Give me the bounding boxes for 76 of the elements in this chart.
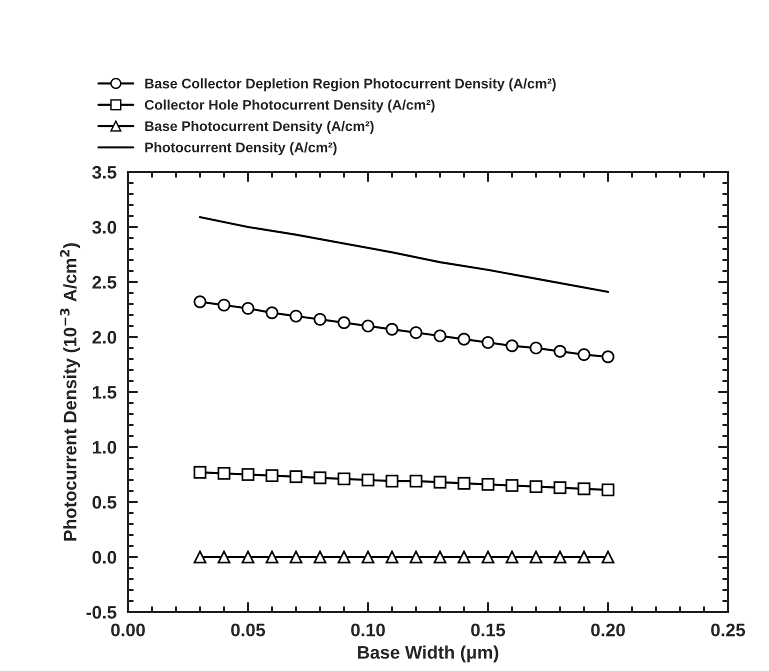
point — [218, 298, 230, 312]
point — [410, 550, 422, 564]
point — [530, 480, 542, 493]
x-tick-label: 0.20 — [591, 624, 625, 636]
point — [434, 330, 446, 342]
y-tick-label: 0.5 — [92, 496, 116, 509]
point — [290, 470, 302, 484]
point — [554, 550, 566, 564]
point — [290, 310, 302, 322]
point — [194, 550, 206, 564]
x-tick-label: 0.05 — [231, 624, 266, 636]
point — [314, 471, 326, 484]
point — [458, 550, 470, 564]
point — [506, 479, 518, 492]
point — [386, 550, 398, 564]
point — [482, 336, 494, 349]
y-tick-label: 1.5 — [92, 386, 116, 399]
point — [458, 332, 470, 346]
x-tick-label: 0.25 — [711, 624, 746, 636]
point — [554, 481, 566, 494]
point — [266, 550, 278, 564]
x-axis-title: Base Width (μm) — [358, 646, 498, 662]
point — [554, 344, 566, 358]
point — [578, 482, 590, 496]
point — [338, 550, 350, 564]
point — [410, 474, 422, 488]
point — [194, 466, 206, 479]
point — [314, 313, 326, 326]
y-tick-label: -0.5 — [86, 606, 116, 619]
y-tick-label: 0.0 — [92, 550, 116, 564]
point — [578, 550, 590, 564]
point — [362, 320, 374, 332]
y-tick-label: 2.0 — [92, 330, 116, 344]
point — [218, 550, 230, 564]
y-tick-label: 3.5 — [92, 166, 116, 179]
point — [242, 550, 254, 564]
legend-label: Collector Hole Photocurrent Density (A/cm²) — [144, 100, 435, 113]
point — [602, 484, 614, 496]
point — [482, 478, 494, 491]
legend-label: Base Collector Depletion Region Photocurrent Density (A/cm²) — [145, 78, 556, 92]
x-tick-label: 0.00 — [111, 624, 145, 636]
y-axis-title: Photocurrent Density (10$^{−3}$ A/cm$^{2}$) — [60, 243, 80, 541]
x-tick-label: 0.15 — [471, 624, 506, 636]
point — [530, 342, 542, 354]
point — [506, 339, 518, 352]
point — [386, 322, 398, 336]
y-tick-label: 2.5 — [92, 276, 116, 289]
point — [314, 550, 326, 564]
line-series — [198, 216, 610, 293]
y-tick-label: 1.0 — [92, 440, 116, 454]
point — [602, 350, 614, 364]
point — [602, 550, 614, 564]
point — [482, 550, 494, 564]
y-tick-label: 3.0 — [92, 220, 116, 234]
point — [506, 550, 518, 564]
point — [458, 476, 470, 490]
point — [266, 306, 278, 320]
point — [362, 550, 374, 564]
point — [434, 550, 446, 564]
point — [338, 472, 350, 486]
legend-label: Base Photocurrent Density (A/cm²) — [145, 120, 374, 134]
point — [386, 474, 398, 488]
legend-label: Photocurrent Density (A/cm²) — [145, 142, 337, 156]
point — [578, 348, 590, 361]
point — [530, 550, 542, 564]
point — [290, 550, 302, 564]
point — [242, 468, 254, 481]
point — [218, 467, 230, 480]
point — [194, 295, 206, 308]
point — [362, 474, 374, 486]
point — [242, 302, 254, 315]
point — [434, 476, 446, 489]
point — [410, 326, 422, 339]
x-tick-label: 0.10 — [351, 624, 385, 636]
point — [266, 469, 278, 482]
point — [338, 316, 350, 330]
